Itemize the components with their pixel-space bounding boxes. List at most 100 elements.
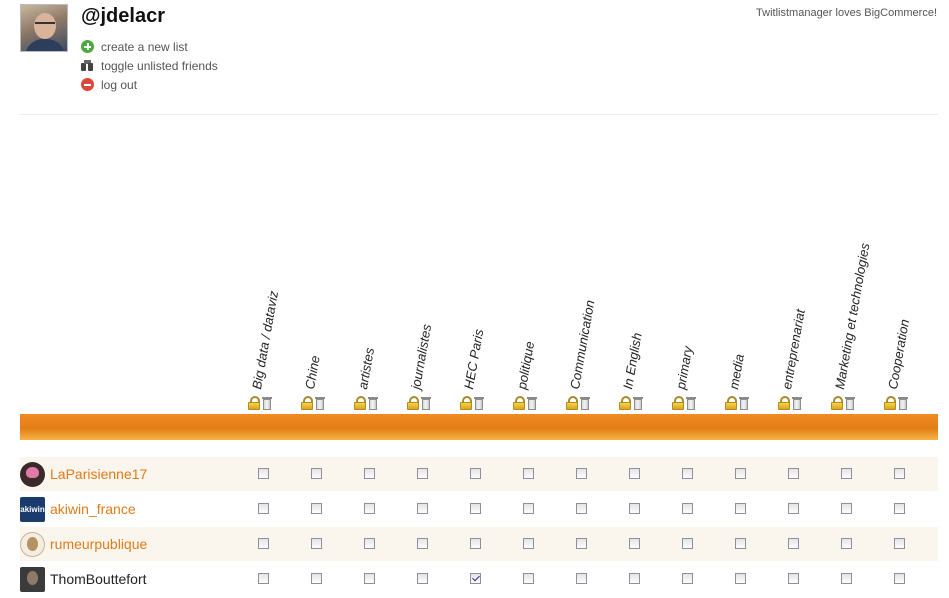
- list-membership-checkbox[interactable]: [682, 503, 693, 514]
- list-name-7: In English: [620, 331, 645, 391]
- lock-icon[interactable]: [831, 396, 843, 410]
- list-membership-checkbox[interactable]: [735, 538, 746, 549]
- list-membership-checkbox[interactable]: [894, 503, 905, 514]
- list-membership-checkbox[interactable]: [629, 538, 640, 549]
- lock-icon[interactable]: [354, 396, 366, 410]
- list-controls: [513, 396, 537, 410]
- trash-icon[interactable]: [739, 396, 749, 410]
- list-membership-checkbox[interactable]: [364, 503, 375, 514]
- list-membership-checkbox[interactable]: [629, 468, 640, 479]
- logout-link[interactable]: log out: [81, 75, 218, 94]
- trash-icon[interactable]: [686, 396, 696, 410]
- logout-label: log out: [101, 77, 138, 92]
- list-membership-checkbox[interactable]: [682, 573, 693, 584]
- list-membership-checkbox[interactable]: [470, 468, 481, 479]
- friend-name-link[interactable]: ThomBouttefort: [50, 571, 147, 587]
- trash-icon[interactable]: [898, 396, 908, 410]
- lock-icon[interactable]: [672, 396, 684, 410]
- list-membership-checkbox[interactable]: [364, 573, 375, 584]
- list-membership-checkbox[interactable]: [576, 503, 587, 514]
- list-membership-checkbox[interactable]: [841, 468, 852, 479]
- friend-avatar: [20, 462, 45, 487]
- list-controls: [884, 396, 908, 410]
- list-membership-checkbox[interactable]: [258, 538, 269, 549]
- list-membership-checkbox[interactable]: [735, 573, 746, 584]
- list-membership-checkbox[interactable]: [841, 538, 852, 549]
- lock-icon[interactable]: [301, 396, 313, 410]
- list-name-0: Big data / dataviz: [249, 289, 282, 391]
- friend-avatar: [20, 532, 45, 557]
- list-membership-checkbox[interactable]: [523, 468, 534, 479]
- list-membership-checkbox[interactable]: [788, 573, 799, 584]
- list-membership-checkbox[interactable]: [417, 468, 428, 479]
- list-membership-checkbox[interactable]: [788, 468, 799, 479]
- trash-icon[interactable]: [633, 396, 643, 410]
- list-membership-checkbox[interactable]: [735, 468, 746, 479]
- list-membership-checkbox[interactable]: [470, 538, 481, 549]
- list-membership-checkbox[interactable]: [470, 573, 481, 584]
- lock-icon[interactable]: [884, 396, 896, 410]
- lock-icon[interactable]: [513, 396, 525, 410]
- list-membership-checkbox[interactable]: [841, 573, 852, 584]
- table-row: LaParisienne17: [20, 457, 938, 491]
- trash-icon[interactable]: [527, 396, 537, 410]
- lock-icon[interactable]: [778, 396, 790, 410]
- trash-icon[interactable]: [845, 396, 855, 410]
- list-membership-checkbox[interactable]: [311, 503, 322, 514]
- list-membership-checkbox[interactable]: [788, 503, 799, 514]
- lock-icon[interactable]: [566, 396, 578, 410]
- list-membership-checkbox[interactable]: [523, 503, 534, 514]
- list-membership-checkbox[interactable]: [258, 573, 269, 584]
- lock-icon[interactable]: [407, 396, 419, 410]
- header-divider: [20, 114, 938, 115]
- list-membership-checkbox[interactable]: [894, 538, 905, 549]
- list-membership-checkbox[interactable]: [788, 538, 799, 549]
- trash-icon[interactable]: [421, 396, 431, 410]
- list-membership-checkbox[interactable]: [629, 573, 640, 584]
- create-list-link[interactable]: create a new list: [81, 37, 218, 56]
- list-membership-checkbox[interactable]: [417, 573, 428, 584]
- list-membership-checkbox[interactable]: [311, 573, 322, 584]
- list-membership-checkbox[interactable]: [894, 573, 905, 584]
- list-membership-checkbox[interactable]: [841, 503, 852, 514]
- list-membership-checkbox[interactable]: [470, 503, 481, 514]
- list-membership-checkbox[interactable]: [417, 503, 428, 514]
- list-name-12: Cooperation: [885, 318, 913, 391]
- lock-icon[interactable]: [619, 396, 631, 410]
- trash-icon[interactable]: [368, 396, 378, 410]
- lock-icon[interactable]: [725, 396, 737, 410]
- list-membership-checkbox[interactable]: [523, 573, 534, 584]
- list-membership-checkbox[interactable]: [576, 468, 587, 479]
- lock-icon[interactable]: [248, 396, 260, 410]
- list-membership-checkbox[interactable]: [682, 538, 693, 549]
- list-membership-checkbox[interactable]: [258, 468, 269, 479]
- user-avatar: [20, 4, 68, 52]
- trash-icon[interactable]: [315, 396, 325, 410]
- toggle-unlisted-link[interactable]: toggle unlisted friends: [81, 56, 218, 75]
- friend-name-link[interactable]: rumeurpublique: [50, 536, 148, 552]
- list-name-8: primary: [673, 345, 696, 391]
- friend-name-link[interactable]: LaParisienne17: [50, 466, 148, 482]
- list-membership-checkbox[interactable]: [523, 538, 534, 549]
- trash-icon[interactable]: [262, 396, 272, 410]
- list-membership-checkbox[interactable]: [894, 468, 905, 479]
- trash-icon[interactable]: [580, 396, 590, 410]
- list-membership-checkbox[interactable]: [682, 468, 693, 479]
- list-membership-checkbox[interactable]: [576, 573, 587, 584]
- friend-name-link[interactable]: akiwin_france: [50, 501, 136, 517]
- trash-icon[interactable]: [792, 396, 802, 410]
- list-membership-checkbox[interactable]: [311, 538, 322, 549]
- list-membership-checkbox[interactable]: [417, 538, 428, 549]
- list-membership-checkbox[interactable]: [629, 503, 640, 514]
- list-membership-checkbox[interactable]: [735, 503, 746, 514]
- list-membership-checkbox[interactable]: [311, 468, 322, 479]
- list-controls: [619, 396, 643, 410]
- list-membership-checkbox[interactable]: [364, 538, 375, 549]
- lock-icon[interactable]: [460, 396, 472, 410]
- list-membership-checkbox[interactable]: [364, 468, 375, 479]
- list-name-6: Communication: [567, 298, 598, 391]
- trash-icon[interactable]: [474, 396, 484, 410]
- list-membership-checkbox[interactable]: [258, 503, 269, 514]
- list-membership-checkbox[interactable]: [576, 538, 587, 549]
- list-controls: [248, 396, 272, 410]
